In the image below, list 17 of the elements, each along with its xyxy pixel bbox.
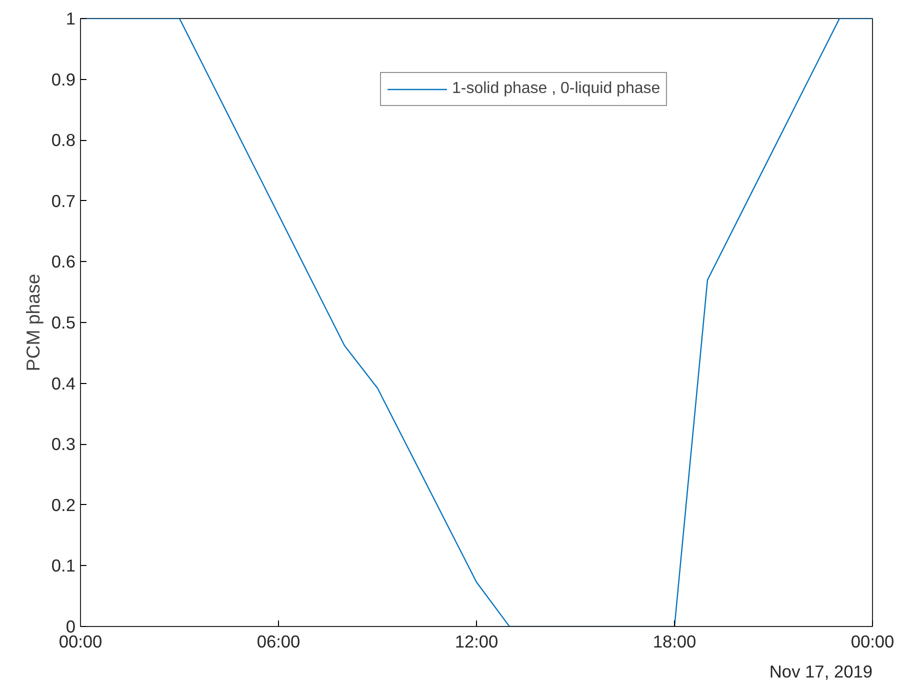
y-tick-label: 0.3 <box>51 434 76 454</box>
y-tick-label: 0.1 <box>51 556 76 576</box>
y-tick-label: 0.8 <box>51 130 76 150</box>
x-tick-label: 12:00 <box>454 632 498 652</box>
y-tick-label: 0.9 <box>51 69 76 90</box>
x-tick-label: 18:00 <box>652 632 696 652</box>
x-tick-label: 00:00 <box>850 632 894 652</box>
y-tick-label: 0.5 <box>51 312 76 332</box>
y-axis-title: PCM phase <box>22 274 44 372</box>
legend-label: 1-solid phase , 0-liquid phase <box>452 80 660 98</box>
y-tick-label: 1 <box>66 8 76 28</box>
y-tick-label: 0.6 <box>51 252 76 272</box>
y-tick-label: 0.4 <box>51 373 76 394</box>
x-tick-label: 06:00 <box>256 632 300 652</box>
y-tick-label: 0.7 <box>51 190 76 211</box>
text: Nov 17, 2019 <box>769 662 873 682</box>
y-tick-label: 0.2 <box>51 494 76 515</box>
